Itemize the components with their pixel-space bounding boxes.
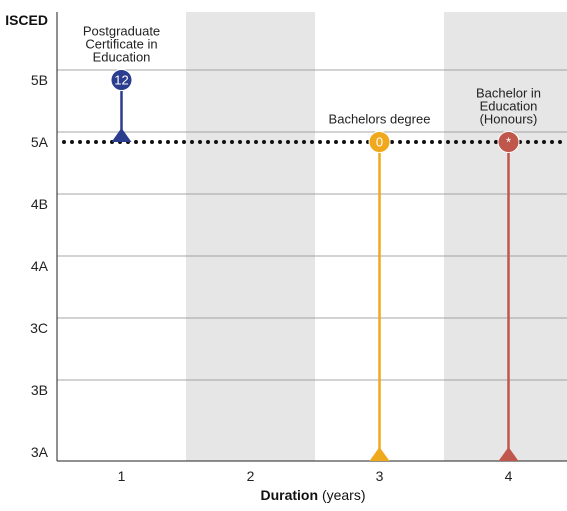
- point-marker: [110, 69, 133, 91]
- point-label-line: Education: [93, 50, 151, 65]
- point-marker-text: 12: [114, 73, 128, 88]
- point-marker-text: *: [506, 135, 511, 150]
- x-axis: 1 2 3 4: [57, 460, 567, 484]
- y-tick-label-3A: 3A: [31, 444, 49, 460]
- point-label-line: Bachelors degree: [329, 112, 431, 127]
- point-base-triangle: [369, 447, 390, 461]
- x-tick-label-2: 2: [247, 468, 255, 484]
- y-tick-label-4A: 4A: [31, 258, 49, 274]
- point-label-line: Postgraduate: [83, 24, 160, 39]
- point-label-line: (Honours): [480, 112, 538, 127]
- shaded-column-4: [444, 12, 567, 461]
- point-marker-text: 0: [376, 135, 383, 150]
- point-marker: [497, 131, 520, 153]
- point-label-line: Education: [480, 99, 538, 114]
- point-base-triangle: [498, 447, 519, 461]
- gridlines: [57, 69, 567, 381]
- x-tick-label-1: 1: [118, 468, 126, 484]
- y-tick-label-3B: 3B: [31, 382, 48, 398]
- y-tick-label-4B: 4B: [31, 196, 48, 212]
- y-tick-label-5B: 5B: [31, 72, 48, 88]
- x-tick-label-3: 3: [376, 468, 384, 484]
- point-label-line: Bachelor in: [476, 86, 541, 101]
- point-base-triangle: [111, 128, 132, 142]
- y-axis: 3A 3B 3C 4A 4B 5A 5B: [30, 12, 58, 461]
- x-axis-title-unit: (years): [322, 487, 366, 503]
- shaded-columns: [186, 12, 567, 461]
- y-tick-label-3C: 3C: [30, 320, 48, 336]
- x-axis-title: Duration (years): [260, 487, 365, 503]
- x-axis-title-main: Duration: [260, 487, 318, 503]
- point-label-line: Certificate in: [85, 37, 157, 52]
- y-axis-title: ISCED: [5, 12, 48, 28]
- data-point-2: 0 Bachelors degree: [329, 112, 431, 461]
- x-tick-label-4: 4: [505, 468, 513, 484]
- shaded-column-2: [186, 12, 315, 461]
- point-marker: [368, 131, 391, 153]
- y-tick-label-5A: 5A: [31, 134, 49, 150]
